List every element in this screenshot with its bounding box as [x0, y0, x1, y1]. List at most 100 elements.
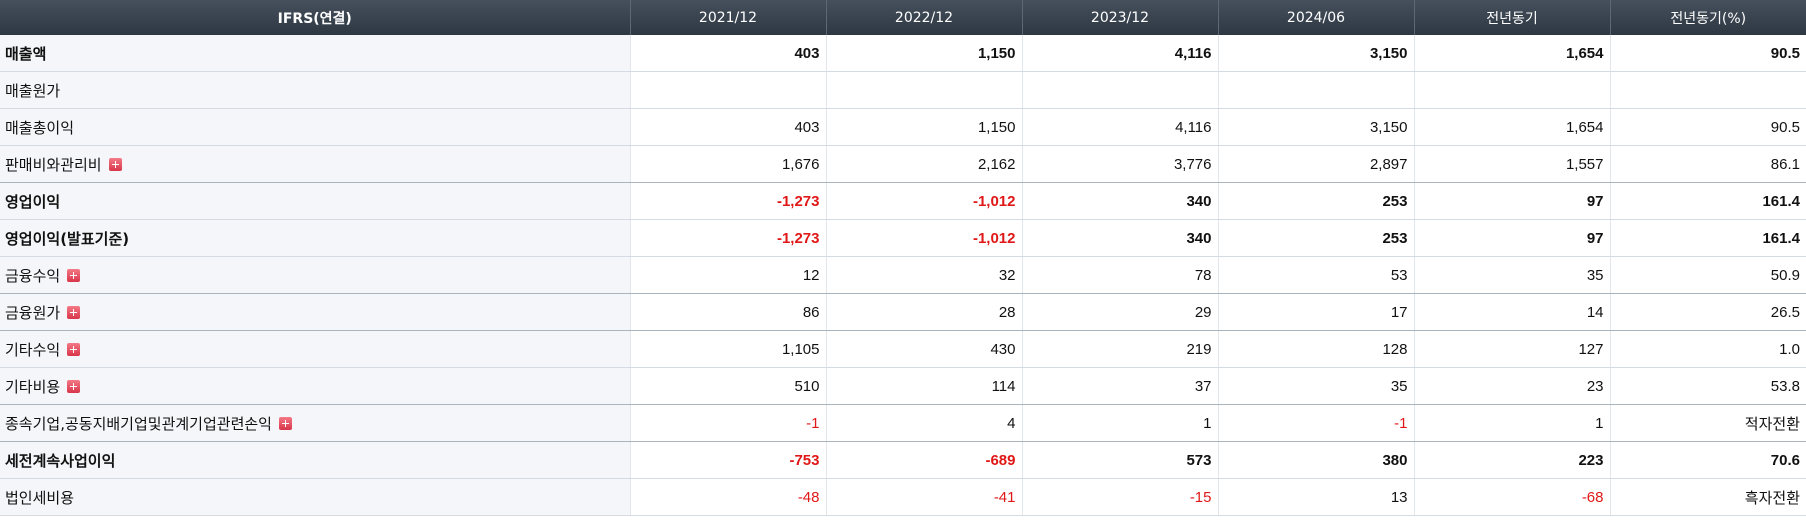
- row-label-cell: 금융수익: [0, 256, 631, 294]
- table-row: 법인세비용 -48 -41 -15 13 -68 흑자전환: [0, 478, 1806, 516]
- value-cell: 1,150: [826, 35, 1023, 72]
- expand-plus-icon[interactable]: [278, 416, 292, 430]
- row-label: 판매비와관리비: [5, 155, 102, 174]
- value-cell: 90.5: [1610, 108, 1806, 146]
- value-cell: 1,654: [1414, 108, 1611, 146]
- value-cell: 127: [1414, 330, 1611, 368]
- table-row: 영업이익 -1,273 -1,012 340 253 97 161.4: [0, 182, 1806, 220]
- row-label-cell: 법인세비용: [0, 478, 631, 516]
- value-cell: 97: [1414, 219, 1611, 257]
- value-cell: 32: [826, 256, 1023, 294]
- value-cell: 26.5: [1610, 293, 1806, 331]
- value-cell: 1,654: [1414, 35, 1611, 72]
- value-cell: 3,150: [1218, 35, 1415, 72]
- value-cell: 3,150: [1218, 108, 1415, 146]
- value-cell: 28: [826, 293, 1023, 331]
- table-row: 매출총이익 403 1,150 4,116 3,150 1,654 90.5: [0, 108, 1806, 146]
- value-cell: -48: [630, 478, 827, 516]
- value-cell: 4: [826, 404, 1023, 442]
- value-cell: [630, 71, 827, 109]
- value-cell: 219: [1022, 330, 1219, 368]
- value-cell: 50.9: [1610, 256, 1806, 294]
- value-cell: -1,012: [826, 182, 1023, 220]
- header-col-prev-period: 전년동기: [1414, 0, 1611, 35]
- row-label-cell: 매출총이익: [0, 108, 631, 146]
- value-cell: 14: [1414, 293, 1611, 331]
- value-cell: -753: [630, 441, 827, 479]
- row-label: 영업이익(발표기준): [5, 229, 130, 248]
- value-cell: 35: [1218, 367, 1415, 405]
- expand-plus-icon[interactable]: [67, 342, 81, 356]
- value-cell: 23: [1414, 367, 1611, 405]
- expand-plus-icon[interactable]: [67, 379, 81, 393]
- value-cell: 2,897: [1218, 145, 1415, 183]
- value-cell: 1,105: [630, 330, 827, 368]
- value-cell: 13: [1218, 478, 1415, 516]
- value-cell: 4,116: [1022, 35, 1219, 72]
- header-col-2022-12: 2022/12: [826, 0, 1023, 35]
- value-cell: 380: [1218, 441, 1415, 479]
- row-label-cell: 기타수익: [0, 330, 631, 368]
- value-cell: [826, 71, 1023, 109]
- value-cell: 53.8: [1610, 367, 1806, 405]
- value-cell: 573: [1022, 441, 1219, 479]
- value-cell: 128: [1218, 330, 1415, 368]
- table-row: 세전계속사업이익 -753 -689 573 380 223 70.6: [0, 441, 1806, 479]
- table-row: 기타수익 1,105 430 219 128 127 1.0: [0, 330, 1806, 368]
- row-label: 영업이익: [5, 192, 61, 211]
- value-cell: 3,776: [1022, 145, 1219, 183]
- value-cell: 17: [1218, 293, 1415, 331]
- row-label: 금융원가: [5, 303, 61, 322]
- row-label: 금융수익: [5, 266, 61, 285]
- value-cell: 1,150: [826, 108, 1023, 146]
- row-label-cell: 금융원가: [0, 293, 631, 331]
- table-row: 매출원가: [0, 71, 1806, 109]
- value-cell: 1: [1414, 404, 1611, 442]
- value-cell: 78: [1022, 256, 1219, 294]
- header-label: IFRS(연결): [0, 0, 631, 35]
- row-label-cell: 영업이익: [0, 182, 631, 220]
- value-cell: 흑자전환: [1610, 478, 1806, 516]
- value-cell: 114: [826, 367, 1023, 405]
- row-label: 법인세비용: [5, 488, 75, 507]
- value-cell: 12: [630, 256, 827, 294]
- value-cell: 340: [1022, 182, 1219, 220]
- value-cell: 90.5: [1610, 35, 1806, 72]
- value-cell: 253: [1218, 219, 1415, 257]
- header-col-2021-12: 2021/12: [630, 0, 827, 35]
- expand-plus-icon[interactable]: [67, 305, 81, 319]
- row-label-cell: 기타비용: [0, 367, 631, 405]
- row-label-cell: 판매비와관리비: [0, 145, 631, 183]
- value-cell: [1022, 71, 1219, 109]
- value-cell: -1,273: [630, 182, 827, 220]
- row-label-cell: 영업이익(발표기준): [0, 219, 631, 257]
- value-cell: [1610, 71, 1806, 109]
- value-cell: 2,162: [826, 145, 1023, 183]
- expand-plus-icon[interactable]: [67, 268, 81, 282]
- table-row: 매출액 403 1,150 4,116 3,150 1,654 90.5: [0, 35, 1806, 72]
- table-row: 금융수익 12 32 78 53 35 50.9: [0, 256, 1806, 294]
- row-label: 매출총이익: [5, 118, 75, 137]
- value-cell: -68: [1414, 478, 1611, 516]
- value-cell: -689: [826, 441, 1023, 479]
- table-row: 종속기업,공동지배기업및관계기업관련손익 -1 4 1 -1 1 적자전환: [0, 404, 1806, 442]
- value-cell: -1,273: [630, 219, 827, 257]
- value-cell: [1414, 71, 1611, 109]
- value-cell: 161.4: [1610, 219, 1806, 257]
- value-cell: [1218, 71, 1415, 109]
- value-cell: 70.6: [1610, 441, 1806, 479]
- row-label: 기타비용: [5, 377, 61, 396]
- row-label: 기타수익: [5, 340, 61, 359]
- expand-plus-icon[interactable]: [108, 157, 122, 171]
- value-cell: 97: [1414, 182, 1611, 220]
- row-label-cell: 매출원가: [0, 71, 631, 109]
- value-cell: 4,116: [1022, 108, 1219, 146]
- value-cell: 1.0: [1610, 330, 1806, 368]
- value-cell: 340: [1022, 219, 1219, 257]
- value-cell: 1,557: [1414, 145, 1611, 183]
- value-cell: 1,676: [630, 145, 827, 183]
- header-col-2024-06: 2024/06: [1218, 0, 1415, 35]
- value-cell: -1: [1218, 404, 1415, 442]
- table-row: 판매비와관리비 1,676 2,162 3,776 2,897 1,557 86.1: [0, 145, 1806, 183]
